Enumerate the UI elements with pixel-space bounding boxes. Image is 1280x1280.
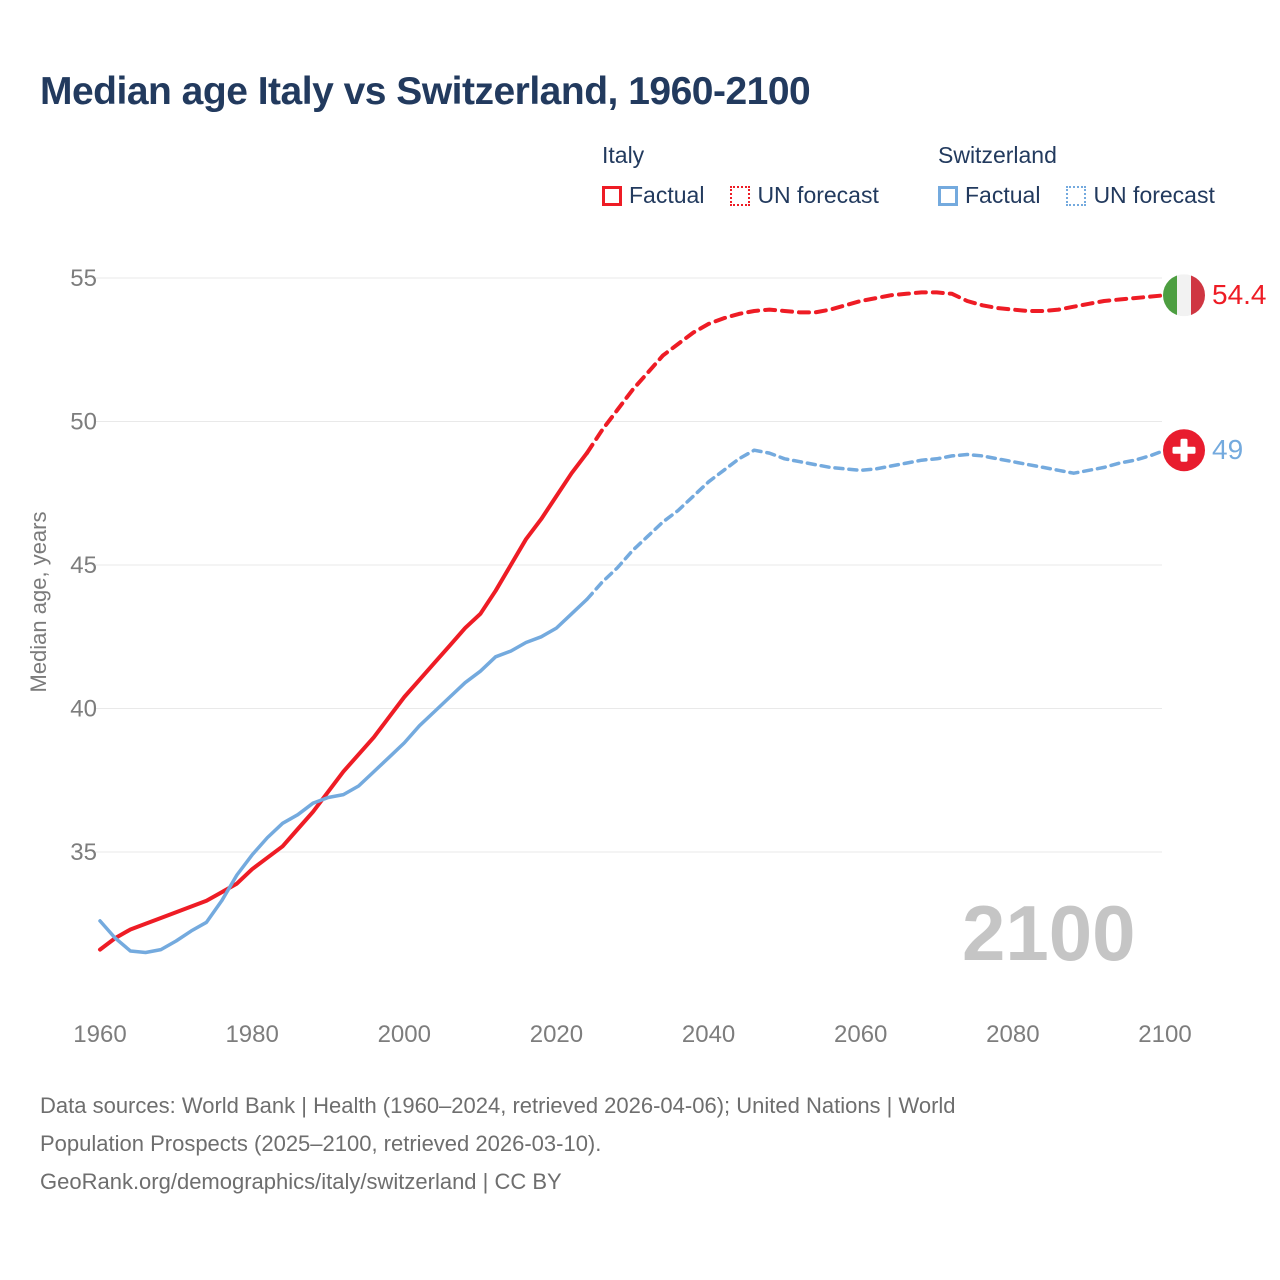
legend-group-italy: Italy Factual UN forecast <box>602 142 905 209</box>
series-italy-forecast <box>584 290 1167 456</box>
legend-item-label: Factual <box>629 182 705 208</box>
switzerland-forecast-swatch-icon <box>1066 185 1087 206</box>
y-tick-label: 35 <box>70 839 97 866</box>
y-tick-label: 55 <box>70 265 97 292</box>
footer-data-sources-line: Data sources: World Bank | Health (1960–… <box>40 1093 956 1118</box>
legend-group-title: Italy <box>602 142 645 168</box>
y-axis-title: Median age, years <box>26 512 51 693</box>
x-tick-label: 2080 <box>986 1021 1039 1048</box>
y-tick-label: 50 <box>70 409 97 436</box>
end-value-label: 54.4 <box>1212 279 1267 310</box>
x-tick-label: 2020 <box>530 1021 583 1048</box>
italy-forecast-swatch-icon <box>730 185 751 206</box>
legend-group-switzerland: Switzerland Factual UN forecast <box>938 142 1241 209</box>
x-tick-label: 2100 <box>1138 1021 1191 1048</box>
footer-attribution-line: GeoRank.org/demographics/italy/switzerla… <box>40 1169 562 1194</box>
legend-item-label: UN forecast <box>757 182 879 208</box>
end-value-label: 49 <box>1212 434 1243 465</box>
series-italy-factual <box>98 451 589 952</box>
legend-item-label: UN forecast <box>1093 182 1215 208</box>
legend-item-label: Factual <box>965 182 1041 208</box>
footer: Data sources: World Bank | Health (1960–… <box>40 1087 956 1201</box>
x-tick-label: 2000 <box>378 1021 431 1048</box>
italy-flag-icon <box>1163 274 1205 317</box>
footer-data-sources-line: Population Prospects (2025–2100, retriev… <box>40 1131 602 1156</box>
switzerland-factual-swatch-icon <box>938 185 958 206</box>
page-title: Median age Italy vs Switzerland, 1960-21… <box>40 70 811 113</box>
x-tick-label: 2040 <box>682 1021 735 1048</box>
y-tick-label: 45 <box>70 552 97 579</box>
switzerland-flag-icon <box>1163 429 1205 472</box>
italy-factual-swatch-icon <box>602 185 622 206</box>
series-switzerland-factual <box>98 597 589 955</box>
x-tick-label: 1980 <box>225 1021 278 1048</box>
legend-group-title: Switzerland <box>938 142 1057 168</box>
y-tick-label: 40 <box>70 696 97 723</box>
x-tick-label: 1960 <box>73 1021 126 1048</box>
watermark-year: 2100 <box>962 889 1136 977</box>
chart-legend: Italy Factual UN forecast Switzerland Fa… <box>0 142 1280 222</box>
x-tick-label: 2060 <box>834 1021 887 1048</box>
series-switzerland-forecast <box>585 448 1167 602</box>
